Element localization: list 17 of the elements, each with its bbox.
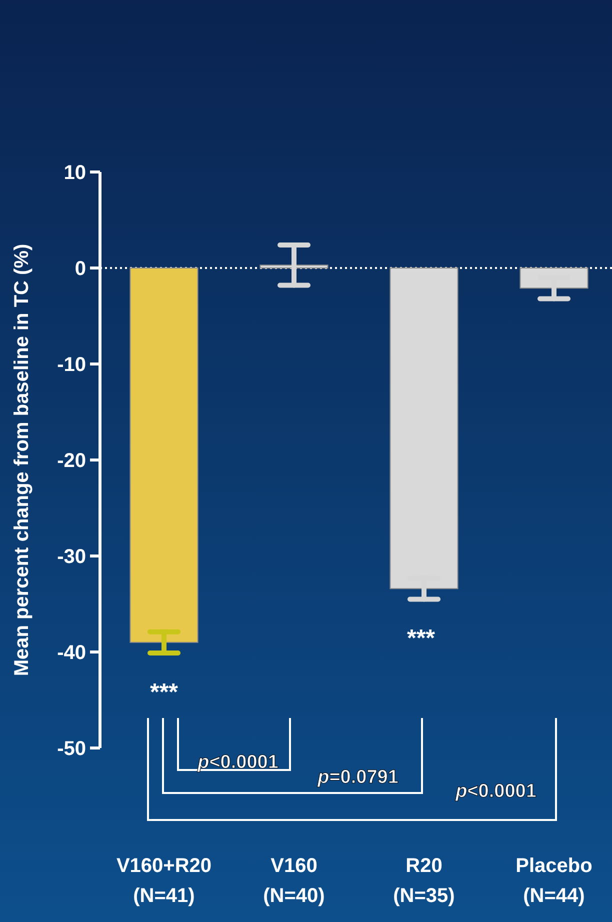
- annotation: ***: [406, 625, 436, 652]
- y-tick-label: -20: [57, 450, 86, 472]
- y-tick-label: -30: [57, 546, 86, 568]
- x-tick-label: V160 (N=40): [263, 855, 325, 907]
- text: p<0.0001: [196, 752, 279, 773]
- x-tick-label: R20 (N=35): [393, 855, 455, 907]
- text: p=0.0791: [316, 767, 399, 788]
- y-tick-label: -50: [57, 738, 86, 760]
- x-tick-label: V160+R20 (N=41): [116, 855, 212, 907]
- y-tick-label: 10: [64, 162, 86, 184]
- x-tick-label: Placebo (N=44): [516, 855, 592, 907]
- y-tick-label: 0: [74, 258, 86, 280]
- annotation: ***: [150, 679, 179, 706]
- y-axis-title: Mean percent change from baseline in TC (%): [11, 244, 33, 676]
- text: p<0.0001: [454, 781, 537, 802]
- y-tick-label: -40: [57, 642, 86, 664]
- y-tick-label: -10: [57, 354, 86, 376]
